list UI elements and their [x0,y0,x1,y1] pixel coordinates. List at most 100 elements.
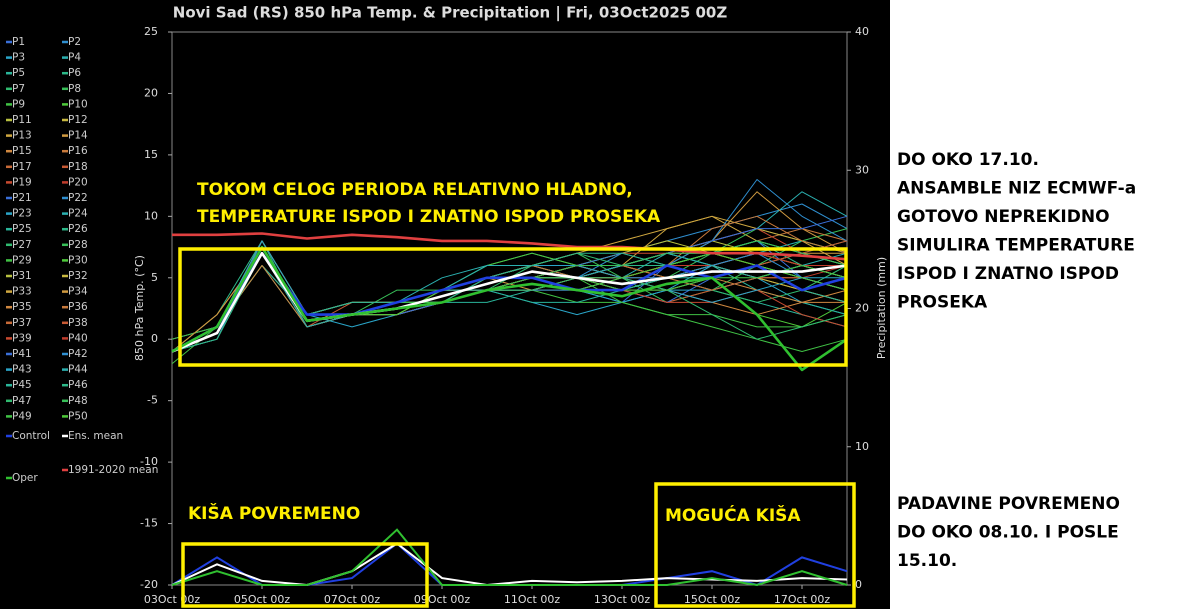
temp-line [172,232,848,261]
legend-label: Oper [12,472,38,484]
legend-label: P45 [12,379,32,391]
legend-label: P33 [12,286,32,298]
legend-label: P10 [68,98,88,110]
legend-label: P36 [68,301,88,313]
side-note: PADAVINE POVREMENO [897,494,1120,514]
legend-label: P44 [68,364,88,376]
y-axis-label: 850 hPa Temp. (°C) [133,255,146,361]
legend-label: P34 [68,286,88,298]
legend-label: P3 [12,52,25,64]
side-note: PROSEKA [897,293,988,313]
chart-background [0,0,890,609]
y-tick-label: 5 [151,271,158,284]
legend-label: P48 [68,395,88,407]
y-tick-label: 20 [144,86,158,99]
x-tick-label: 11Oct 00z [504,593,561,606]
legend-label: P41 [12,348,32,360]
legend-label: P27 [12,239,32,251]
legend-label: P20 [68,176,88,188]
highlight-box [654,482,856,608]
legend-label: P32 [68,270,88,282]
legend-label: P30 [68,254,88,266]
legend-label: P5 [12,67,25,79]
precip-line [171,528,848,587]
y-tick-label: 10 [144,209,158,222]
y-tick-label: -15 [140,517,158,530]
legend-label: P31 [12,270,32,282]
x-tick-label: 05Oct 00z [234,593,291,606]
legend-label: P43 [12,364,32,376]
legend-label: P42 [68,348,88,360]
x-tick-label: 09Oct 00z [414,593,471,606]
x-tick-label: 13Oct 00z [594,593,651,606]
legend-label: P23 [12,208,32,220]
legend-label: P29 [12,254,32,266]
legend-label: P2 [68,36,81,48]
legend-label: P6 [68,67,81,79]
side-note: DO OKO 08.10. I POSLE [897,523,1119,543]
legend-label: P24 [68,208,88,220]
x-tick-label: 17Oct 00z [774,593,831,606]
legend-label: P28 [68,239,88,251]
y2-tick-label: 40 [855,25,869,38]
side-note: ANSAMBLE NIZ ECMWF-a [897,179,1136,199]
legend-label: P47 [12,395,32,407]
legend-label: P7 [12,83,25,95]
y-tick-label: 0 [151,332,158,345]
legend-label: P39 [12,332,32,344]
legend-label: P8 [68,83,81,95]
legend-label: P4 [68,52,81,64]
highlight-box [181,542,429,608]
legend-label: P22 [68,192,88,204]
legend-label: P26 [68,223,88,235]
y-tick-label: 25 [144,25,158,38]
y2-tick-label: 30 [855,163,869,176]
legend-label: P38 [68,317,88,329]
highlight-box [178,247,848,367]
legend-label: 1991-2020 mean [68,464,158,476]
precip-line [171,542,848,587]
side-note: ISPOD I ZNATNO ISPOD [897,264,1119,284]
legend-label: P16 [68,145,88,157]
y-tick-label: -20 [140,578,158,591]
side-note: SIMULIRA TEMPERATURE [897,236,1135,256]
legend-label: P40 [68,332,88,344]
annotation: TEMPERATURE ISPOD I ZNATNO ISPOD PROSEKA [197,207,661,227]
legend-label: P25 [12,223,32,235]
side-note: 15.10. [897,551,957,571]
y-tick-label: -10 [140,455,158,468]
legend-label: P12 [68,114,88,126]
legend-label: P46 [68,379,88,391]
y-tick-label: 15 [144,148,158,161]
x-tick-label: 07Oct 00z [324,593,381,606]
legend-label: P17 [12,161,32,173]
x-tick-label: 15Oct 00z [684,593,741,606]
legend-label: Ens. mean [68,430,123,442]
legend-label: P35 [12,301,32,313]
y-tick-label: -5 [147,394,158,407]
temp-line [171,245,848,372]
chart-title: Novi Sad (RS) 850 hPa Temp. & Precipitat… [173,4,728,23]
y2-axis-label: Precipitation (mm) [875,257,888,359]
legend-label: P50 [68,410,88,422]
annotation: KIŠA POVREMENO [188,502,360,524]
legend-label: P1 [12,36,25,48]
annotation: MOGUĆA KIŠA [665,504,801,526]
temp-line [171,251,848,353]
legend-label: P9 [12,98,25,110]
legend-label: P11 [12,114,32,126]
legend-label: P21 [12,192,32,204]
side-note: GOTOVO NEPREKIDNO [897,207,1110,227]
legend-label: P13 [12,130,32,142]
side-note: DO OKO 17.10. [897,150,1039,170]
legend-label: P15 [12,145,32,157]
x-tick-label: 03Oct 00z [144,593,201,606]
y2-tick-label: 0 [855,578,862,591]
annotation: TOKOM CELOG PERIODA RELATIVNO HLADNO, [197,180,633,200]
legend-label: Control [12,430,50,442]
legend-label: P49 [12,410,32,422]
legend-label: P37 [12,317,32,329]
legend-label: P18 [68,161,88,173]
legend-label: P14 [68,130,88,142]
